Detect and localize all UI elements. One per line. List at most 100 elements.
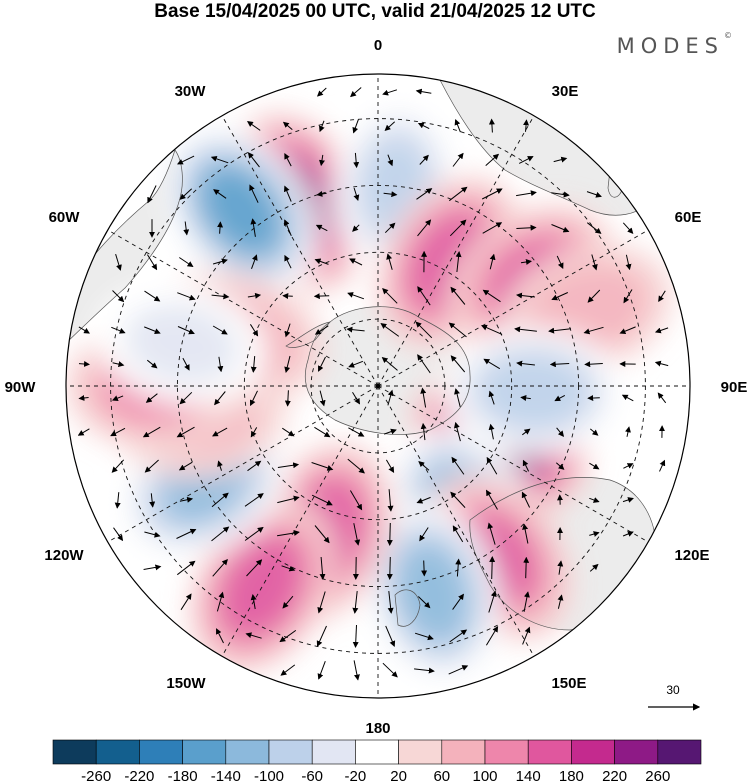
wind-vector: [382, 662, 398, 678]
wind-vector: [522, 523, 529, 544]
wind-vector: [284, 254, 292, 269]
wind-vector: [381, 356, 398, 371]
wind-vector: [113, 527, 124, 542]
wind-vector: [277, 495, 300, 504]
wind-vector: [516, 190, 537, 197]
wind-vector: [383, 428, 397, 435]
wind-vector: [111, 459, 125, 473]
wind-vector: [314, 426, 331, 438]
wind-vector: [311, 462, 334, 471]
wind-vector: [485, 153, 500, 166]
wind-vector: [548, 327, 571, 334]
map-border: [65, 73, 691, 699]
wind-vector: [146, 254, 158, 271]
wind-vector: [179, 391, 193, 405]
wind-vector: [589, 428, 599, 436]
wind-vector: [454, 388, 461, 408]
wind-vector: [384, 222, 396, 234]
wind-vector: [417, 354, 431, 374]
antarctic-peninsula-coastline: [285, 321, 331, 348]
latitude-circle: [243, 251, 513, 521]
wind-vector: [417, 596, 431, 609]
lon-label-0: 0: [374, 37, 382, 54]
wind-vector: [589, 531, 600, 537]
anomaly-contour: [220, 537, 304, 637]
lon-label-30e: 30E: [552, 83, 579, 100]
colorbar-tick-label: 60: [433, 768, 450, 783]
colorbar-swatch: [527, 739, 572, 765]
wind-vector: [110, 427, 126, 437]
wind-vector: [586, 222, 602, 234]
wind-vector: [352, 224, 360, 232]
wind-vector: [78, 326, 90, 334]
wind-vector: [147, 185, 157, 204]
wind-vector: [78, 394, 89, 401]
wind-vector: [622, 497, 634, 503]
wind-vector: [246, 121, 261, 131]
meridian-line: [107, 385, 379, 543]
wind-vector: [144, 326, 161, 335]
wind-vector: [589, 563, 599, 572]
lon-label-150w: 150W: [166, 675, 206, 692]
wind-vector: [386, 556, 393, 580]
wind-vector: [557, 594, 564, 609]
lon-label-60e: 60E: [675, 209, 702, 226]
wind-vector: [318, 120, 325, 133]
wind-vector: [249, 184, 259, 203]
wind-vector: [115, 253, 122, 271]
wind-vector: [277, 530, 300, 537]
wind-vector: [448, 322, 467, 338]
wind-vector: [212, 325, 228, 335]
wind-vector: [348, 360, 364, 368]
wind-vector: [482, 222, 503, 234]
wind-vector: [387, 591, 394, 614]
wind-vector: [450, 286, 466, 305]
latitude-circle: [176, 184, 580, 588]
wind-vector: [316, 625, 327, 647]
lon-label-30w: 30W: [175, 83, 207, 100]
wind-vector: [179, 496, 194, 503]
wind-vector: [417, 286, 431, 306]
colorbar-swatch: [614, 739, 659, 765]
wind-vector: [589, 497, 600, 503]
map-disk: [66, 74, 690, 698]
wind-vector: [111, 395, 124, 401]
wind-vector: [319, 556, 326, 580]
lon-label-90e: 90E: [721, 379, 748, 396]
wind-vector: [281, 565, 296, 572]
wind-vector: [516, 224, 537, 231]
wind-vector: [314, 525, 330, 544]
wind-vector: [78, 361, 90, 367]
colorbar-tick-label: 100: [472, 768, 497, 783]
wind-vector: [449, 219, 467, 237]
new-zealand-coastline: [394, 589, 421, 627]
wind-vector: [211, 526, 230, 542]
colorbar-tick-label: -100: [254, 768, 284, 783]
wind-vector: [210, 155, 229, 164]
wind-vector: [244, 526, 264, 541]
wind-vector: [317, 661, 326, 680]
wind-vector: [453, 421, 461, 442]
anomaly-contour: [397, 542, 470, 643]
wind-vector: [489, 556, 496, 580]
wind-vector: [387, 489, 394, 512]
wind-vector: [522, 626, 531, 645]
map-title: Base 15/04/2025 00 UTC, valid 21/04/2025…: [154, 1, 596, 22]
wind-vector: [245, 632, 262, 639]
wind-vector: [448, 186, 468, 202]
wind-vector: [551, 292, 569, 301]
wind-vector: [283, 219, 292, 236]
wind-vector: [455, 251, 462, 273]
wind-vector: [386, 253, 393, 270]
wind-vector: [282, 595, 294, 609]
lon-label-60w: 60W: [49, 209, 81, 226]
wind-vector: [250, 427, 258, 438]
wind-vector: [250, 594, 257, 610]
lon-label-120w: 120W: [44, 547, 84, 564]
wind-vector: [112, 361, 125, 368]
colorbar-swatch: [95, 739, 140, 765]
wind-vector: [486, 456, 498, 475]
wind-vector: [284, 355, 291, 373]
wind-vector: [451, 456, 465, 475]
